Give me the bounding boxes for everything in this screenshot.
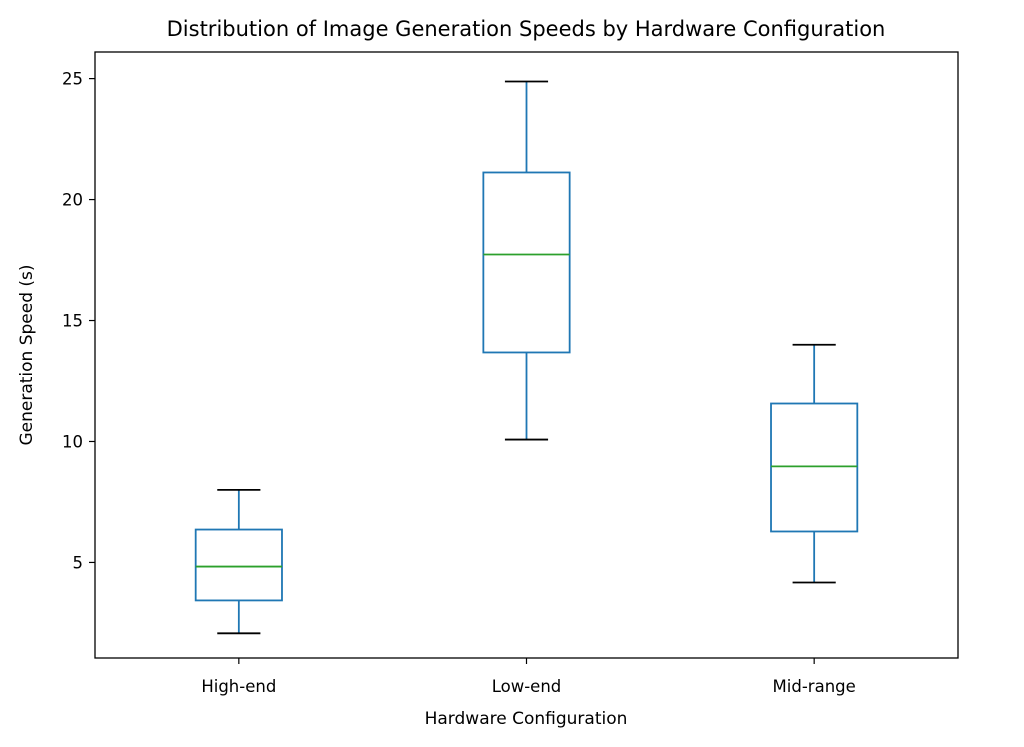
y-tick-label: 25 — [62, 70, 83, 89]
x-axis-label: Hardware Configuration — [425, 709, 628, 729]
x-tick-label: High-end — [201, 677, 276, 696]
y-tick-label: 10 — [62, 432, 83, 451]
x-axis: High-end Low-end Mid-range — [201, 658, 856, 696]
box-low-end — [482, 80, 571, 441]
y-axis: 5 10 15 20 25 — [62, 70, 95, 572]
iqr-box — [770, 402, 859, 533]
y-tick-label: 20 — [62, 191, 83, 210]
x-tick-label: Mid-range — [773, 677, 856, 696]
plot-area — [194, 80, 859, 635]
iqr-box — [482, 171, 571, 354]
y-tick-label: 15 — [62, 312, 83, 331]
y-axis-label: Generation Speed (s) — [17, 264, 37, 445]
iqr-box — [194, 528, 283, 602]
y-tick-label: 5 — [73, 553, 84, 572]
x-tick-label: Low-end — [492, 677, 562, 696]
chart-title: Distribution of Image Generation Speeds … — [167, 17, 886, 41]
box-mid-range — [770, 343, 859, 584]
box-high-end — [194, 488, 283, 635]
